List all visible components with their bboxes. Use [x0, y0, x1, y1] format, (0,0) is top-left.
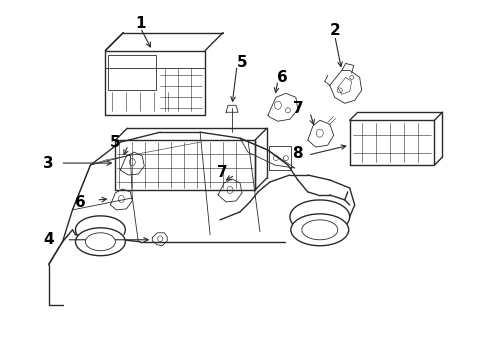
Text: 2: 2: [329, 23, 340, 38]
Text: 5: 5: [110, 135, 121, 150]
Text: 6: 6: [75, 195, 86, 210]
Text: 6: 6: [276, 70, 287, 85]
Text: 4: 4: [43, 232, 54, 247]
Ellipse shape: [291, 214, 349, 246]
Ellipse shape: [302, 220, 338, 240]
Text: 5: 5: [237, 55, 247, 70]
Text: 8: 8: [293, 145, 303, 161]
Ellipse shape: [85, 233, 115, 251]
Text: 7: 7: [293, 101, 303, 116]
Text: 3: 3: [43, 156, 54, 171]
Text: 7: 7: [217, 165, 227, 180]
Ellipse shape: [75, 228, 125, 256]
Bar: [108, 55, 156, 90]
Text: 1: 1: [135, 16, 146, 31]
